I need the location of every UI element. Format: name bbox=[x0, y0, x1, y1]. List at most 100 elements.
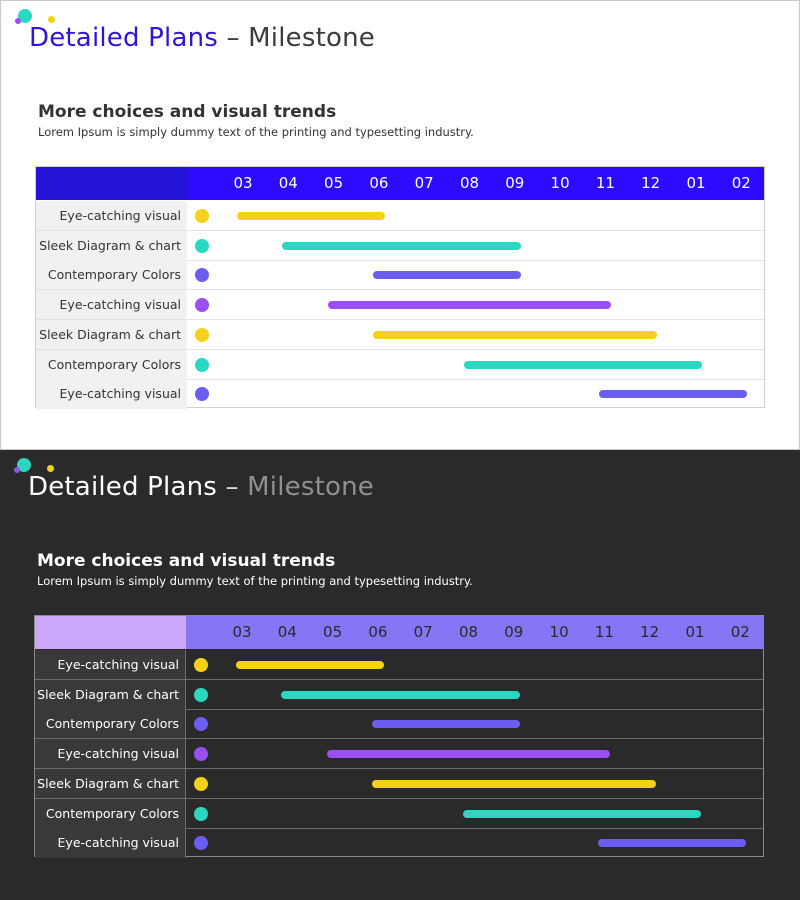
page-title: Detailed Plans – Milestone bbox=[29, 23, 375, 53]
header-label-cell bbox=[35, 616, 186, 649]
task-bar bbox=[371, 720, 520, 729]
month-label: 04 bbox=[278, 174, 298, 192]
month-label: 03 bbox=[233, 174, 253, 192]
slide-dark: Detailed Plans – Milestone More choices … bbox=[0, 450, 800, 900]
task-dot bbox=[194, 717, 208, 732]
month-label: 09 bbox=[504, 623, 524, 641]
month-label: 11 bbox=[594, 623, 614, 641]
title-sub: Milestone bbox=[247, 472, 374, 502]
title-main: Detailed Plans bbox=[28, 472, 218, 502]
task-dot bbox=[195, 209, 209, 223]
teal-dot-icon bbox=[17, 458, 31, 472]
gantt-row: Contemporary Colors bbox=[36, 349, 764, 380]
task-label: Sleek Diagram & chart bbox=[35, 679, 186, 709]
title-separator: – bbox=[217, 472, 248, 502]
month-label: 02 bbox=[730, 623, 750, 641]
task-label: Eye-catching visual bbox=[36, 201, 187, 230]
month-label: 02 bbox=[731, 174, 751, 192]
header-label-cell bbox=[36, 167, 187, 200]
gantt-row: Eye-catching visual bbox=[35, 828, 763, 859]
task-label: Eye-catching visual bbox=[35, 650, 186, 679]
task-dot bbox=[195, 298, 209, 313]
title-main: Detailed Plans bbox=[29, 23, 219, 53]
month-label: 01 bbox=[685, 623, 705, 641]
gantt-row: Eye-catching visual bbox=[36, 201, 764, 231]
month-label: 10 bbox=[549, 623, 569, 641]
task-dot bbox=[194, 776, 208, 791]
gantt-row: Sleek Diagram & chart bbox=[36, 230, 764, 261]
task-bar bbox=[599, 390, 748, 399]
task-label: Eye-catching visual bbox=[36, 379, 187, 410]
task-bar bbox=[237, 212, 385, 220]
gantt-row: Contemporary Colors bbox=[35, 798, 763, 829]
task-label: Sleek Diagram & chart bbox=[35, 768, 186, 798]
month-label: 07 bbox=[414, 174, 434, 192]
task-bar bbox=[327, 301, 612, 310]
yellow-dot-icon bbox=[48, 16, 55, 23]
task-bar bbox=[371, 779, 656, 788]
gantt-row: Contemporary Colors bbox=[36, 260, 764, 291]
task-dot bbox=[195, 327, 209, 342]
purple-dot-icon bbox=[15, 18, 21, 24]
section-heading: More choices and visual trends bbox=[37, 551, 336, 571]
title-separator: – bbox=[218, 23, 249, 53]
month-label: 08 bbox=[458, 623, 479, 641]
gantt-row: Eye-catching visual bbox=[36, 290, 764, 321]
task-bar bbox=[372, 271, 521, 280]
task-label: Contemporary Colors bbox=[35, 709, 186, 739]
gantt-chart: 03 04 05 06 07 08 09 10 11 12 01 02 Eye-catching vis… bbox=[34, 615, 764, 859]
task-bar bbox=[282, 241, 521, 250]
month-label: 07 bbox=[413, 623, 433, 641]
gantt-row: Sleek Diagram & chart bbox=[35, 679, 763, 710]
task-bar bbox=[372, 330, 657, 339]
task-bar bbox=[281, 690, 520, 699]
page-title: Detailed Plans – Milestone bbox=[28, 472, 374, 502]
task-label: Eye-catching visual bbox=[35, 828, 186, 859]
task-label: Sleek Diagram & chart bbox=[36, 319, 187, 349]
task-bar bbox=[462, 809, 701, 818]
gantt-row: Eye-catching visual bbox=[36, 379, 764, 410]
task-dot bbox=[195, 357, 209, 372]
task-label: Contemporary Colors bbox=[36, 260, 187, 290]
task-label: Sleek Diagram & chart bbox=[36, 230, 187, 260]
month-label: 12 bbox=[640, 623, 660, 641]
month-label: 08 bbox=[459, 174, 480, 192]
month-label: 05 bbox=[323, 623, 343, 641]
month-header: 03 04 05 06 07 08 09 10 11 12 01 02 bbox=[186, 616, 763, 649]
month-header: 03 04 05 06 07 08 09 10 11 12 01 02 bbox=[187, 167, 764, 200]
task-bar bbox=[326, 750, 611, 759]
gantt-row: Sleek Diagram & chart bbox=[35, 768, 763, 799]
month-label: 06 bbox=[368, 623, 388, 641]
month-label: 10 bbox=[550, 174, 570, 192]
section-subtext: Lorem Ipsum is simply dummy text of the … bbox=[37, 574, 473, 588]
yellow-dot-icon bbox=[47, 465, 54, 472]
task-label: Eye-catching visual bbox=[35, 739, 186, 769]
task-label: Contemporary Colors bbox=[36, 349, 187, 379]
gantt-row: Eye-catching visual bbox=[35, 650, 763, 680]
task-dot bbox=[194, 687, 208, 702]
task-label: Eye-catching visual bbox=[36, 290, 187, 320]
section-heading: More choices and visual trends bbox=[38, 102, 337, 122]
title-sub: Milestone bbox=[248, 23, 375, 53]
task-label: Contemporary Colors bbox=[35, 798, 186, 828]
task-dot bbox=[195, 238, 209, 253]
month-label: 09 bbox=[505, 174, 525, 192]
task-dot bbox=[195, 268, 209, 283]
task-bar bbox=[463, 360, 702, 369]
slide-light: Detailed Plans – Milestone More choices … bbox=[0, 0, 800, 450]
task-bar bbox=[598, 839, 747, 848]
task-dot bbox=[194, 836, 208, 851]
month-label: 11 bbox=[595, 174, 615, 192]
teal-dot-icon bbox=[18, 9, 32, 23]
gantt-row: Contemporary Colors bbox=[35, 709, 763, 740]
task-dot bbox=[194, 658, 208, 672]
section-subtext: Lorem Ipsum is simply dummy text of the … bbox=[38, 125, 474, 139]
task-dot bbox=[195, 387, 209, 402]
month-label: 04 bbox=[277, 623, 297, 641]
purple-dot-icon bbox=[14, 467, 20, 473]
month-label: 12 bbox=[641, 174, 661, 192]
task-dot bbox=[194, 806, 208, 821]
gantt-chart: 03 04 05 06 07 08 09 10 11 12 01 02 Eye-catching vis… bbox=[35, 166, 765, 410]
gantt-row: Sleek Diagram & chart bbox=[36, 319, 764, 350]
gantt-row: Eye-catching visual bbox=[35, 739, 763, 770]
